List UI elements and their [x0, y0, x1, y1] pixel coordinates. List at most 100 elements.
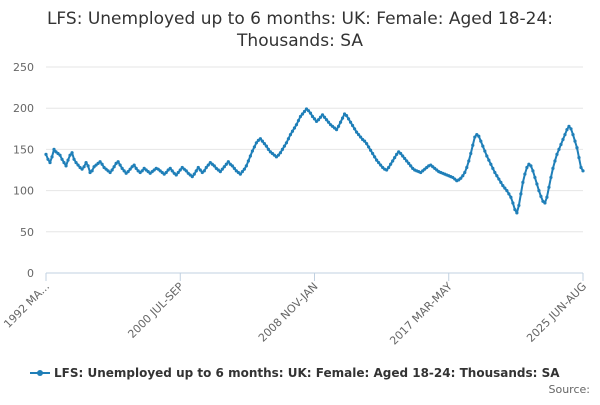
data-point[interactable] — [401, 154, 405, 158]
data-point[interactable] — [196, 165, 200, 170]
data-point[interactable] — [174, 173, 178, 177]
data-point[interactable] — [326, 120, 331, 124]
data-point[interactable] — [483, 149, 487, 153]
data-point[interactable] — [495, 174, 499, 178]
data-point[interactable] — [276, 153, 281, 157]
data-point[interactable] — [76, 163, 80, 167]
data-point[interactable] — [110, 168, 114, 172]
data-point[interactable] — [539, 194, 543, 198]
data-point[interactable] — [204, 165, 208, 170]
data-point[interactable] — [176, 170, 180, 175]
data-point[interactable] — [84, 160, 88, 165]
data-point[interactable] — [64, 164, 68, 168]
data-point[interactable] — [373, 155, 377, 159]
data-point[interactable] — [296, 118, 301, 123]
data-point[interactable] — [252, 145, 256, 149]
data-point[interactable] — [120, 166, 124, 170]
data-point[interactable] — [340, 116, 345, 120]
data-point[interactable] — [280, 147, 285, 151]
data-point[interactable] — [545, 195, 549, 199]
data-point[interactable] — [226, 160, 230, 164]
data-point[interactable] — [571, 132, 575, 137]
data-point[interactable] — [248, 154, 252, 158]
data-point[interactable] — [385, 168, 389, 172]
data-point[interactable] — [517, 203, 521, 208]
data-point[interactable] — [338, 120, 343, 124]
data-point[interactable] — [344, 114, 349, 118]
data-point[interactable] — [352, 127, 357, 131]
data-point[interactable] — [547, 185, 551, 189]
data-point[interactable] — [48, 160, 52, 165]
data-point[interactable] — [282, 144, 287, 148]
data-point[interactable] — [393, 156, 397, 160]
data-point[interactable] — [533, 175, 537, 180]
data-point[interactable] — [509, 195, 513, 199]
data-point[interactable] — [477, 134, 481, 138]
data-point[interactable] — [387, 165, 391, 170]
data-point[interactable] — [298, 114, 303, 119]
data-point[interactable] — [529, 164, 533, 168]
data-point[interactable] — [178, 168, 182, 172]
data-point[interactable] — [50, 155, 54, 159]
data-point[interactable] — [170, 169, 174, 173]
data-point[interactable] — [264, 144, 269, 148]
data-point[interactable] — [322, 115, 327, 119]
data-point[interactable] — [302, 109, 307, 114]
data-point[interactable] — [126, 170, 130, 174]
data-point[interactable] — [290, 129, 295, 133]
data-point[interactable] — [132, 163, 136, 167]
data-point[interactable] — [206, 163, 210, 167]
data-point[interactable] — [511, 201, 515, 205]
data-point[interactable] — [515, 211, 519, 215]
data-point[interactable] — [362, 139, 367, 143]
data-point[interactable] — [260, 139, 264, 143]
data-point[interactable] — [507, 192, 511, 196]
data-point[interactable] — [505, 189, 509, 193]
data-point[interactable] — [284, 141, 289, 145]
data-point[interactable] — [565, 128, 569, 132]
data-point[interactable] — [557, 147, 561, 151]
data-point[interactable] — [116, 160, 120, 164]
data-point[interactable] — [240, 170, 244, 174]
data-point[interactable] — [128, 167, 132, 171]
data-point[interactable] — [62, 160, 66, 165]
data-point[interactable] — [537, 189, 541, 193]
data-point[interactable] — [403, 156, 407, 161]
data-point[interactable] — [336, 124, 341, 128]
data-point[interactable] — [581, 169, 585, 173]
data-point[interactable] — [575, 146, 579, 150]
data-point[interactable] — [503, 186, 507, 190]
data-point[interactable] — [60, 157, 64, 161]
data-point[interactable] — [471, 143, 475, 147]
source-credit[interactable]: Source: — [549, 383, 591, 396]
data-point[interactable] — [356, 132, 361, 137]
data-point[interactable] — [459, 176, 463, 180]
data-point[interactable] — [519, 192, 523, 196]
data-point[interactable] — [232, 166, 236, 170]
data-point[interactable] — [365, 142, 369, 146]
data-point[interactable] — [346, 117, 351, 121]
data-point[interactable] — [567, 124, 571, 128]
data-point[interactable] — [112, 165, 116, 169]
data-point[interactable] — [513, 207, 517, 212]
data-point[interactable] — [577, 156, 581, 160]
data-point[interactable] — [100, 162, 104, 166]
data-point[interactable] — [246, 159, 250, 163]
data-point[interactable] — [469, 151, 473, 156]
data-point[interactable] — [358, 135, 363, 139]
data-point[interactable] — [523, 172, 527, 176]
data-point[interactable] — [369, 148, 373, 152]
data-point[interactable] — [501, 184, 505, 188]
data-point[interactable] — [44, 152, 48, 156]
data-point[interactable] — [371, 151, 375, 156]
data-point[interactable] — [220, 167, 224, 171]
data-point[interactable] — [407, 161, 411, 166]
data-point[interactable] — [184, 169, 188, 173]
data-point[interactable] — [288, 132, 293, 137]
data-point[interactable] — [579, 165, 583, 170]
data-point[interactable] — [561, 137, 565, 142]
data-point[interactable] — [318, 115, 323, 119]
data-point[interactable] — [573, 139, 577, 143]
data-point[interactable] — [354, 130, 359, 134]
data-point[interactable] — [70, 151, 74, 155]
